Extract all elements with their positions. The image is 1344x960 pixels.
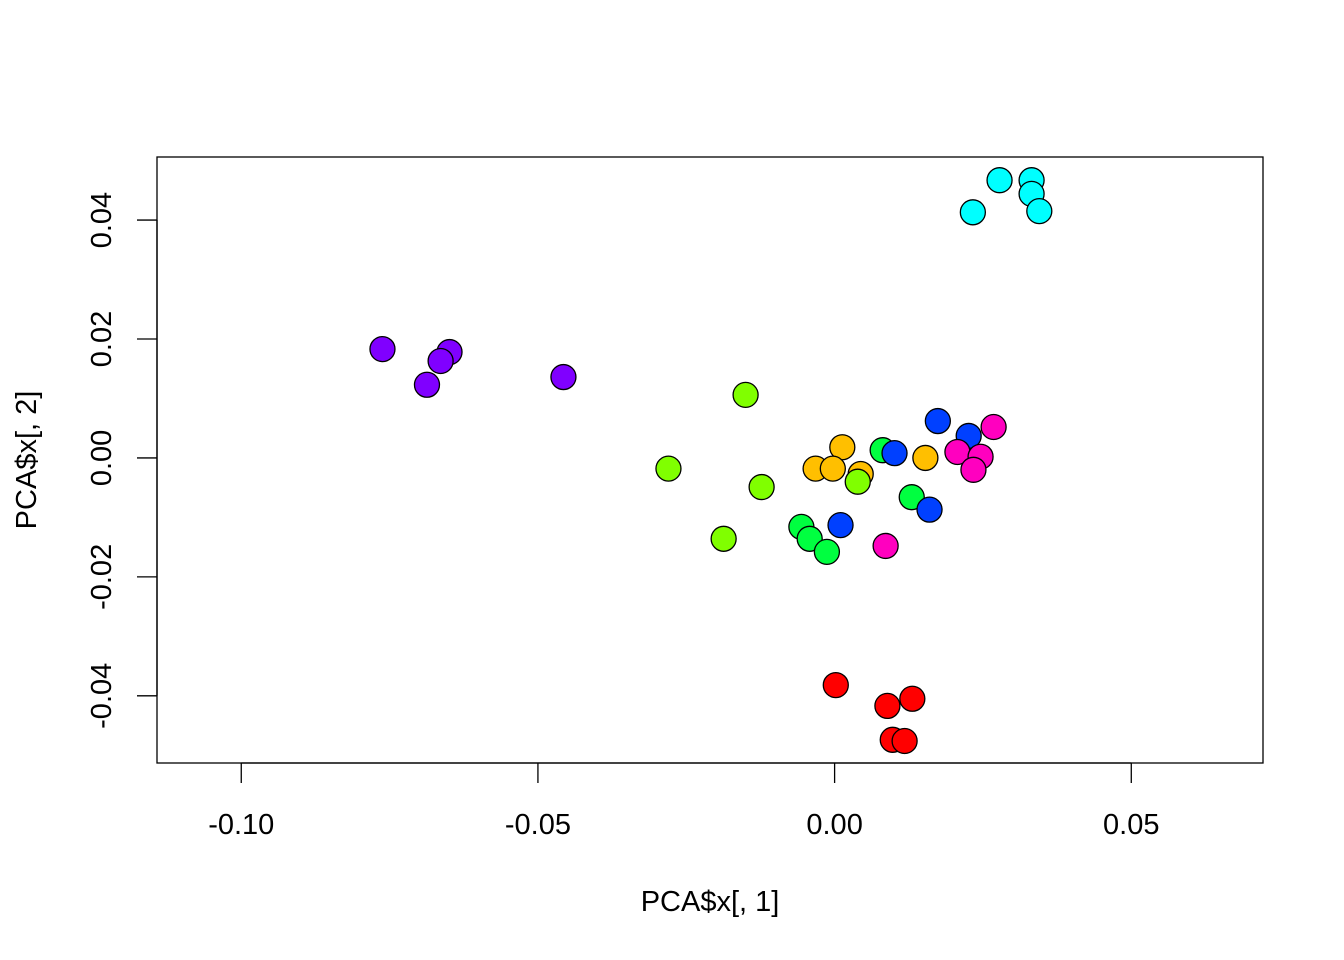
y-axis-label: PCA$x[, 2]	[11, 391, 43, 530]
data-point-group-7	[369, 335, 396, 363]
data-point-group-6	[827, 511, 854, 539]
data-point-group-7	[550, 363, 577, 391]
y-tick-label: 0.02	[86, 311, 118, 367]
x-axis: -0.10 -0.05 0.00 0.05	[208, 762, 1160, 841]
data-point-group-6	[916, 496, 943, 523]
data-point-group-6	[881, 440, 908, 467]
x-axis-label: PCA$x[, 1]	[641, 886, 780, 918]
y-tick-label: -0.02	[86, 544, 118, 610]
y-axis: 0.04 0.02 0.00 -0.02 -0.04	[86, 192, 158, 729]
x-tick-label: 0.05	[1103, 809, 1159, 841]
data-point-group-7	[427, 347, 454, 375]
data-point-group-2	[912, 444, 939, 472]
data-point-group-8	[872, 532, 899, 560]
data-point-group-5	[959, 199, 987, 226]
data-point-group-3	[748, 473, 775, 501]
plot-frame	[156, 156, 1264, 764]
x-tick-label: 0.00	[806, 809, 862, 841]
data-point-group-5	[1026, 197, 1053, 225]
y-tick-label: 0.00	[86, 430, 118, 486]
data-point-group-1	[899, 685, 926, 712]
data-point-group-1	[891, 727, 918, 755]
data-point-group-3	[732, 381, 759, 409]
data-point-group-8	[960, 456, 987, 483]
data-point-group-4	[813, 538, 841, 566]
data-point-group-6	[924, 407, 951, 435]
data-point-group-3	[844, 468, 871, 495]
data-point-group-5	[986, 167, 1013, 194]
x-tick-label: -0.10	[208, 809, 274, 841]
y-tick-label: -0.04	[86, 663, 118, 729]
y-tick-label: 0.04	[86, 192, 118, 248]
data-point-group-1	[822, 671, 849, 699]
data-point-group-3	[710, 525, 737, 552]
points	[369, 167, 1053, 755]
data-point-group-1	[874, 692, 901, 720]
data-point-group-2	[819, 455, 846, 482]
data-point-group-8	[980, 413, 1007, 441]
x-tick-label: -0.05	[505, 809, 571, 841]
data-point-group-7	[413, 371, 441, 398]
data-point-group-3	[655, 455, 682, 482]
